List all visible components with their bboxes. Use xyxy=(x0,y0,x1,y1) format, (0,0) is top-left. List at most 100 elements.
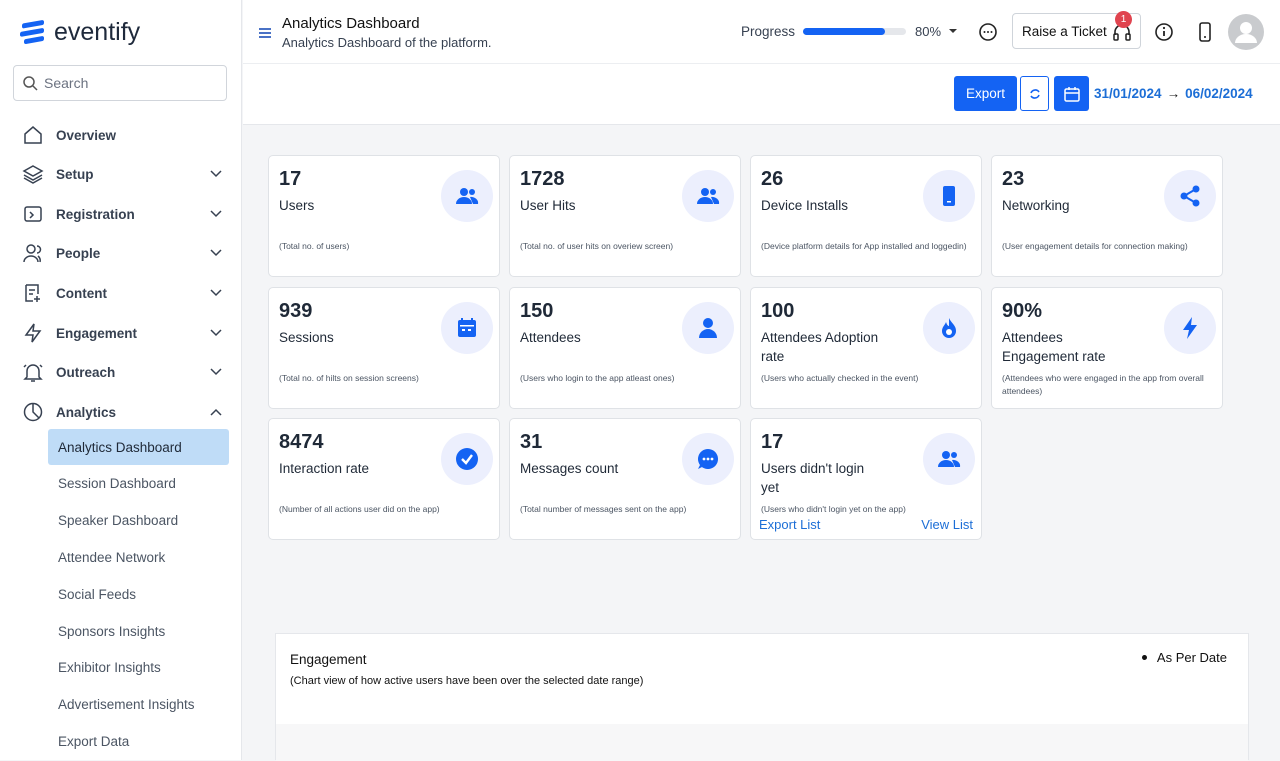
stat-icon-glyph xyxy=(697,188,720,204)
stat-label: Networking xyxy=(1002,198,1070,213)
nav-label: Outreach xyxy=(56,364,116,380)
stat-note: (Users who actually checked in the event… xyxy=(761,372,919,383)
engagement-panel: Engagement (Chart view of how active use… xyxy=(275,633,1249,761)
nav-label: Setup xyxy=(56,166,94,182)
nav-item[interactable]: People xyxy=(22,238,222,268)
stat-value: 17 xyxy=(279,168,302,190)
nav-item[interactable]: Overview xyxy=(22,120,222,150)
engagement-subtitle: (Chart view of how active users have bee… xyxy=(290,675,644,687)
stat-note: (Total no. of user hits on overiew scree… xyxy=(520,241,674,251)
nav-label: People xyxy=(56,245,101,261)
stat-card: 1728 User Hits (Total no. of user hits on … xyxy=(509,155,741,277)
submenu-item[interactable]: Session Dashboard xyxy=(58,476,176,492)
stat-icon-glyph xyxy=(456,448,478,470)
ticket-badge: 1 xyxy=(1115,11,1132,28)
stat-icon-glyph xyxy=(699,317,717,338)
submenu-item[interactable]: Attendee Network xyxy=(58,549,166,565)
chat-button[interactable] xyxy=(978,22,998,42)
stat-card: 17 Users didn't login yet (Users who didn'… xyxy=(750,418,982,540)
menu-toggle[interactable] xyxy=(259,28,271,38)
stat-icon xyxy=(1164,170,1216,222)
stat-card: 17 Users (Total no. of users) xyxy=(268,155,500,277)
nav-label: Engagement xyxy=(56,325,138,341)
stat-icon xyxy=(441,433,493,485)
nav-icon xyxy=(23,364,43,382)
date-from: 31/01/2024 xyxy=(1094,86,1162,101)
stat-value: 150 xyxy=(520,299,554,322)
search-placeholder: Search xyxy=(44,75,89,91)
stat-icon xyxy=(923,170,975,222)
stat-icon xyxy=(923,301,975,354)
card-link[interactable]: Export List xyxy=(759,517,821,532)
nav-icon xyxy=(24,323,42,343)
nav-item[interactable]: Engagement xyxy=(22,318,222,348)
engagement-title: Engagement xyxy=(290,652,367,667)
submenu-item[interactable]: Speaker Dashboard xyxy=(58,513,179,529)
submenu-item[interactable]: Advertisement Insights xyxy=(58,697,195,713)
export-button[interactable]: Export xyxy=(954,76,1017,111)
nav-icon xyxy=(23,402,43,422)
stat-value: 90% xyxy=(1002,299,1043,322)
stat-label: Users didn't login yet xyxy=(761,461,865,495)
nav-chevron xyxy=(210,408,222,416)
stat-value: 1728 xyxy=(520,168,565,190)
info-button[interactable] xyxy=(1154,22,1174,42)
date-range[interactable]: 31/01/2024 → 06/02/2024 xyxy=(1094,86,1253,101)
stat-note: (User engagement details for connection … xyxy=(1002,241,1188,251)
nav-chevron xyxy=(210,289,222,297)
raise-ticket-label: Raise a Ticket xyxy=(1022,23,1107,39)
nav-label: Content xyxy=(56,285,107,301)
submenu-item[interactable]: Analytics Dashboard xyxy=(48,429,229,465)
calendar-button[interactable] xyxy=(1054,76,1089,111)
legend-bullet xyxy=(1141,655,1147,660)
search-box[interactable]: Search xyxy=(13,65,227,101)
nav-icon xyxy=(22,165,44,184)
nav-item[interactable]: Content xyxy=(22,278,222,308)
submenu-item[interactable]: Exhibitor Insights xyxy=(58,660,161,676)
stat-label: Users xyxy=(279,198,315,213)
nav-label: Registration xyxy=(56,206,135,222)
stat-value: 31 xyxy=(520,431,543,453)
nav-chevron xyxy=(210,210,222,218)
stat-icon-glyph xyxy=(942,317,956,338)
card-link[interactable]: View List xyxy=(921,517,973,532)
stat-label: Attendees Engagement rate xyxy=(1002,329,1106,364)
date-to: 06/02/2024 xyxy=(1185,86,1253,101)
stat-card: 31 Messages count (Total number of message… xyxy=(509,418,741,540)
nav-icon xyxy=(25,284,40,302)
stat-label: Interaction rate xyxy=(279,461,370,476)
search-icon xyxy=(23,76,38,91)
raise-ticket-button[interactable]: Raise a Ticket 1 xyxy=(1012,11,1141,49)
stat-card: 8474 Interaction rate (Number of all actio… xyxy=(268,418,500,540)
nav-item[interactable]: Outreach xyxy=(22,357,222,387)
stat-note: (Device platform details for App install… xyxy=(761,241,967,251)
calendar-icon xyxy=(1063,86,1080,102)
engagement-legend[interactable]: As Per Date xyxy=(1141,650,1227,665)
stat-icon-glyph xyxy=(458,317,476,337)
stat-label: User Hits xyxy=(520,198,576,213)
nav-item[interactable]: Registration xyxy=(22,199,222,229)
stat-note: (Total no. of users) xyxy=(279,241,350,251)
logo[interactable]: eventify xyxy=(20,18,140,47)
user-avatar[interactable] xyxy=(1228,14,1264,50)
stat-note: (Users who didn't login yet on the app) xyxy=(761,504,906,514)
mobile-button[interactable] xyxy=(1198,22,1212,42)
submenu-item[interactable]: Sponsors Insights xyxy=(58,623,166,639)
toolbar: Export 31/01/2024 → 06/02/2024 xyxy=(243,64,1280,125)
stat-label: Messages count xyxy=(520,461,619,476)
progress-dropdown[interactable] xyxy=(948,27,958,35)
nav-chevron xyxy=(210,368,222,376)
nav-item[interactable]: Setup xyxy=(22,159,222,189)
submenu-item[interactable]: Social Feeds xyxy=(58,586,137,602)
progress-value: 80% xyxy=(915,24,942,39)
sidebar: eventify Search Overview Setup Registratio… xyxy=(0,0,242,760)
refresh-button[interactable] xyxy=(1020,76,1049,111)
stat-icon xyxy=(682,433,734,485)
nav-label: Analytics xyxy=(56,404,117,420)
stat-value: 8474 xyxy=(279,431,324,453)
nav-icon xyxy=(24,206,42,222)
submenu-item[interactable]: Export Data xyxy=(58,733,130,749)
nav-item[interactable]: Analytics xyxy=(22,397,222,427)
